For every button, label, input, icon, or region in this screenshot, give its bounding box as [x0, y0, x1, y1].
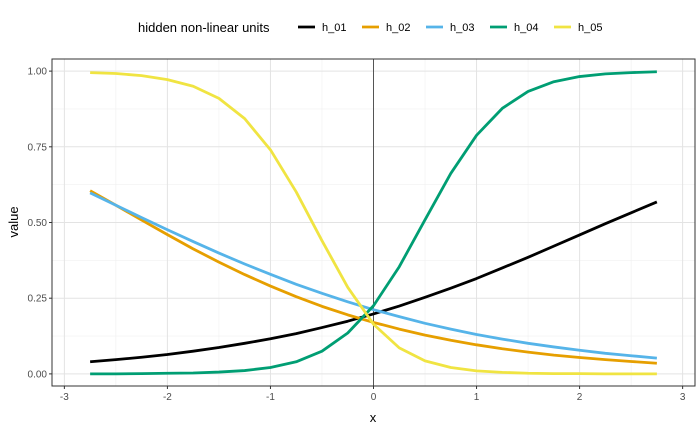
x-tick-label: 3 — [680, 392, 686, 403]
legend: hidden non-linear units h_01 h_02 h_03 h_04… — [138, 20, 602, 35]
series-line-h-03 — [89, 191, 658, 360]
series-line-h-05 — [90, 71, 657, 376]
x-tick-label: 1 — [474, 392, 480, 403]
plot-panel — [51, 58, 696, 387]
y-axis: 0.00 0.25 0.50 0.75 1.00 — [28, 67, 52, 380]
x-tick-label: 2 — [577, 392, 583, 403]
y-tick-label: 0.75 — [28, 142, 48, 153]
series-lines — [89, 70, 658, 376]
x-axis: -3 -2 -1 0 1 2 3 — [60, 386, 686, 403]
y-tick-label: 1.00 — [28, 67, 48, 78]
legend-title: hidden non-linear units — [138, 20, 270, 35]
x-tick-label: -1 — [266, 392, 275, 403]
legend-label-h-05: h_05 — [578, 22, 602, 34]
y-tick-label: 0.00 — [28, 369, 48, 380]
x-tick-label: -3 — [60, 392, 69, 403]
y-tick-label: 0.50 — [28, 218, 48, 229]
series-line-h-04 — [90, 70, 657, 376]
legend-label-h-04: h_04 — [514, 22, 538, 34]
y-axis-title: value — [6, 206, 21, 237]
x-tick-label: -2 — [163, 392, 172, 403]
y-tick-label: 0.25 — [28, 294, 48, 305]
x-axis-title: x — [370, 410, 377, 425]
x-tick-label: 0 — [371, 392, 377, 403]
legend-label-h-01: h_01 — [322, 22, 346, 34]
legend-label-h-03: h_03 — [450, 22, 474, 34]
legend-label-h-02: h_02 — [386, 22, 410, 34]
series-line-h-01 — [90, 200, 658, 364]
